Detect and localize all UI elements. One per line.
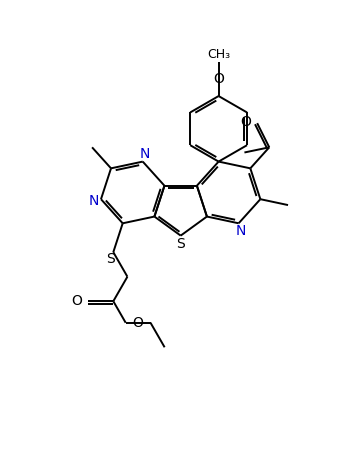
Text: CH₃: CH₃ bbox=[207, 48, 230, 61]
Text: O: O bbox=[240, 115, 251, 129]
Text: N: N bbox=[236, 223, 246, 237]
Text: O: O bbox=[71, 294, 82, 308]
Text: O: O bbox=[213, 72, 224, 86]
Text: S: S bbox=[176, 237, 185, 251]
Text: S: S bbox=[107, 252, 115, 266]
Text: N: N bbox=[88, 194, 99, 208]
Text: N: N bbox=[140, 148, 150, 161]
Text: O: O bbox=[132, 316, 143, 330]
